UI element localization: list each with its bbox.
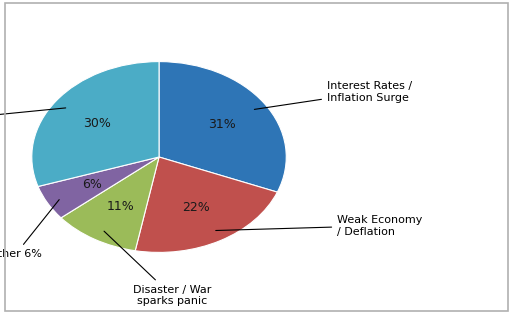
Text: Other 6%: Other 6% bbox=[0, 200, 59, 259]
Wedge shape bbox=[159, 62, 286, 192]
Text: 30%: 30% bbox=[83, 117, 111, 130]
Wedge shape bbox=[61, 157, 159, 251]
Text: 6%: 6% bbox=[82, 178, 102, 191]
Wedge shape bbox=[135, 157, 278, 252]
Text: Weak Economy
/ Deflation: Weak Economy / Deflation bbox=[216, 215, 423, 236]
Wedge shape bbox=[38, 157, 159, 218]
Text: Disaster / War
sparks panic: Disaster / War sparks panic bbox=[104, 231, 211, 306]
Text: Interest Rates /
Inflation Surge: Interest Rates / Inflation Surge bbox=[254, 81, 412, 109]
Text: A sudden stock
slide: A sudden stock slide bbox=[0, 108, 66, 132]
Text: 11%: 11% bbox=[106, 200, 134, 213]
Wedge shape bbox=[32, 62, 159, 187]
Text: 31%: 31% bbox=[208, 118, 236, 131]
Text: 22%: 22% bbox=[182, 201, 210, 214]
